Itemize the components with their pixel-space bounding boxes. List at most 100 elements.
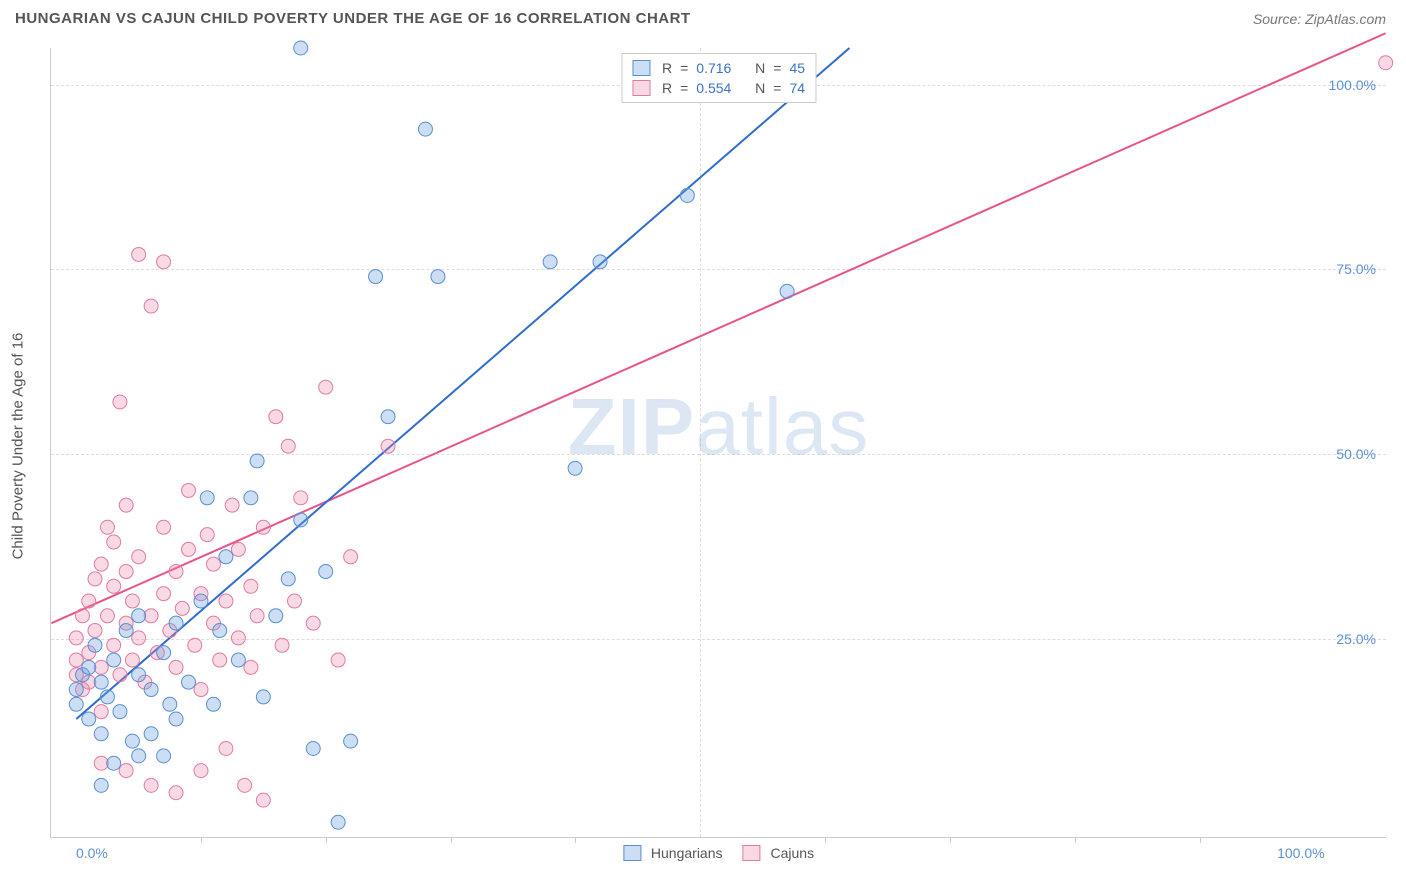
data-point-hungarians (182, 675, 196, 689)
data-point-cajuns (144, 778, 158, 792)
data-point-cajuns (82, 594, 96, 608)
chart-plot-area: ZIPatlas R = 0.716 N = 45 R = 0.554 N = … (50, 48, 1386, 838)
data-point-hungarians (132, 609, 146, 623)
data-point-cajuns (206, 557, 220, 571)
data-point-hungarians (593, 255, 607, 269)
data-point-hungarians (119, 624, 133, 638)
data-point-hungarians (431, 270, 445, 284)
y-axis-label: Child Poverty Under the Age of 16 (10, 333, 27, 560)
data-point-cajuns (113, 668, 127, 682)
data-point-cajuns (182, 542, 196, 556)
data-point-hungarians (418, 122, 432, 136)
data-point-hungarians (231, 653, 245, 667)
data-point-hungarians (319, 565, 333, 579)
data-point-cajuns (100, 609, 114, 623)
data-point-cajuns (256, 793, 270, 807)
data-point-cajuns (213, 653, 227, 667)
data-point-cajuns (200, 528, 214, 542)
data-point-cajuns (69, 653, 83, 667)
data-point-cajuns (175, 601, 189, 615)
data-point-cajuns (244, 579, 258, 593)
data-point-cajuns (381, 439, 395, 453)
data-point-hungarians (144, 683, 158, 697)
data-point-cajuns (182, 483, 196, 497)
data-point-cajuns (269, 410, 283, 424)
x-minor-tick (1200, 837, 1201, 843)
swatch-cajuns (632, 80, 650, 96)
data-point-cajuns (244, 660, 258, 674)
data-point-hungarians (344, 734, 358, 748)
x-minor-tick (451, 837, 452, 843)
source-attribution: Source: ZipAtlas.com (1253, 11, 1386, 27)
data-point-hungarians (281, 572, 295, 586)
data-point-hungarians (94, 675, 108, 689)
x-minor-tick (1075, 837, 1076, 843)
x-minor-tick (825, 837, 826, 843)
data-point-cajuns (107, 579, 121, 593)
x-minor-tick (326, 837, 327, 843)
data-point-cajuns (169, 660, 183, 674)
data-point-cajuns (275, 638, 289, 652)
legend-label-hungarians: Hungarians (651, 845, 723, 861)
data-point-cajuns (125, 594, 139, 608)
data-point-hungarians (107, 653, 121, 667)
data-point-cajuns (194, 764, 208, 778)
data-point-hungarians (69, 697, 83, 711)
data-point-hungarians (113, 705, 127, 719)
data-point-hungarians (213, 624, 227, 638)
data-point-hungarians (94, 778, 108, 792)
legend-stats-row-cajuns: R = 0.554 N = 74 (632, 78, 805, 98)
data-point-cajuns (194, 683, 208, 697)
data-point-cajuns (100, 520, 114, 534)
data-point-hungarians (169, 616, 183, 630)
legend-label-cajuns: Cajuns (771, 845, 815, 861)
data-point-cajuns (157, 587, 171, 601)
data-point-cajuns (107, 535, 121, 549)
data-point-cajuns (231, 631, 245, 645)
data-point-cajuns (238, 778, 252, 792)
legend-stats: R = 0.716 N = 45 R = 0.554 N = 74 (621, 53, 816, 103)
data-point-hungarians (132, 668, 146, 682)
data-point-cajuns (88, 572, 102, 586)
data-point-hungarians (200, 491, 214, 505)
data-point-cajuns (94, 756, 108, 770)
x-minor-tick (950, 837, 951, 843)
data-point-cajuns (157, 520, 171, 534)
data-point-cajuns (294, 491, 308, 505)
data-point-cajuns (256, 520, 270, 534)
data-point-hungarians (294, 41, 308, 55)
data-point-cajuns (306, 616, 320, 630)
data-point-cajuns (132, 247, 146, 261)
data-point-hungarians (381, 410, 395, 424)
data-point-cajuns (331, 653, 345, 667)
data-point-cajuns (113, 395, 127, 409)
data-point-cajuns (69, 631, 83, 645)
data-point-hungarians (157, 749, 171, 763)
swatch-hungarians-bottom (623, 845, 641, 861)
data-point-cajuns (94, 660, 108, 674)
data-point-hungarians (194, 594, 208, 608)
data-point-cajuns (107, 638, 121, 652)
data-point-cajuns (119, 498, 133, 512)
data-point-cajuns (288, 594, 302, 608)
data-point-cajuns (132, 631, 146, 645)
data-point-hungarians (100, 690, 114, 704)
data-point-hungarians (543, 255, 557, 269)
legend-stats-row-hungarians: R = 0.716 N = 45 (632, 58, 805, 78)
x-minor-tick (201, 837, 202, 843)
swatch-cajuns-bottom (743, 845, 761, 861)
scatter-svg (51, 48, 1386, 837)
data-point-cajuns (319, 380, 333, 394)
data-point-cajuns (88, 624, 102, 638)
data-point-hungarians (144, 727, 158, 741)
x-tick-label: 100.0% (1277, 845, 1324, 861)
data-point-cajuns (250, 609, 264, 623)
data-point-hungarians (125, 734, 139, 748)
data-point-hungarians (69, 683, 83, 697)
data-point-hungarians (163, 697, 177, 711)
data-point-cajuns (157, 255, 171, 269)
data-point-cajuns (1379, 56, 1393, 70)
data-point-cajuns (219, 594, 233, 608)
chart-title: HUNGARIAN VS CAJUN CHILD POVERTY UNDER T… (15, 10, 691, 27)
data-point-cajuns (119, 764, 133, 778)
